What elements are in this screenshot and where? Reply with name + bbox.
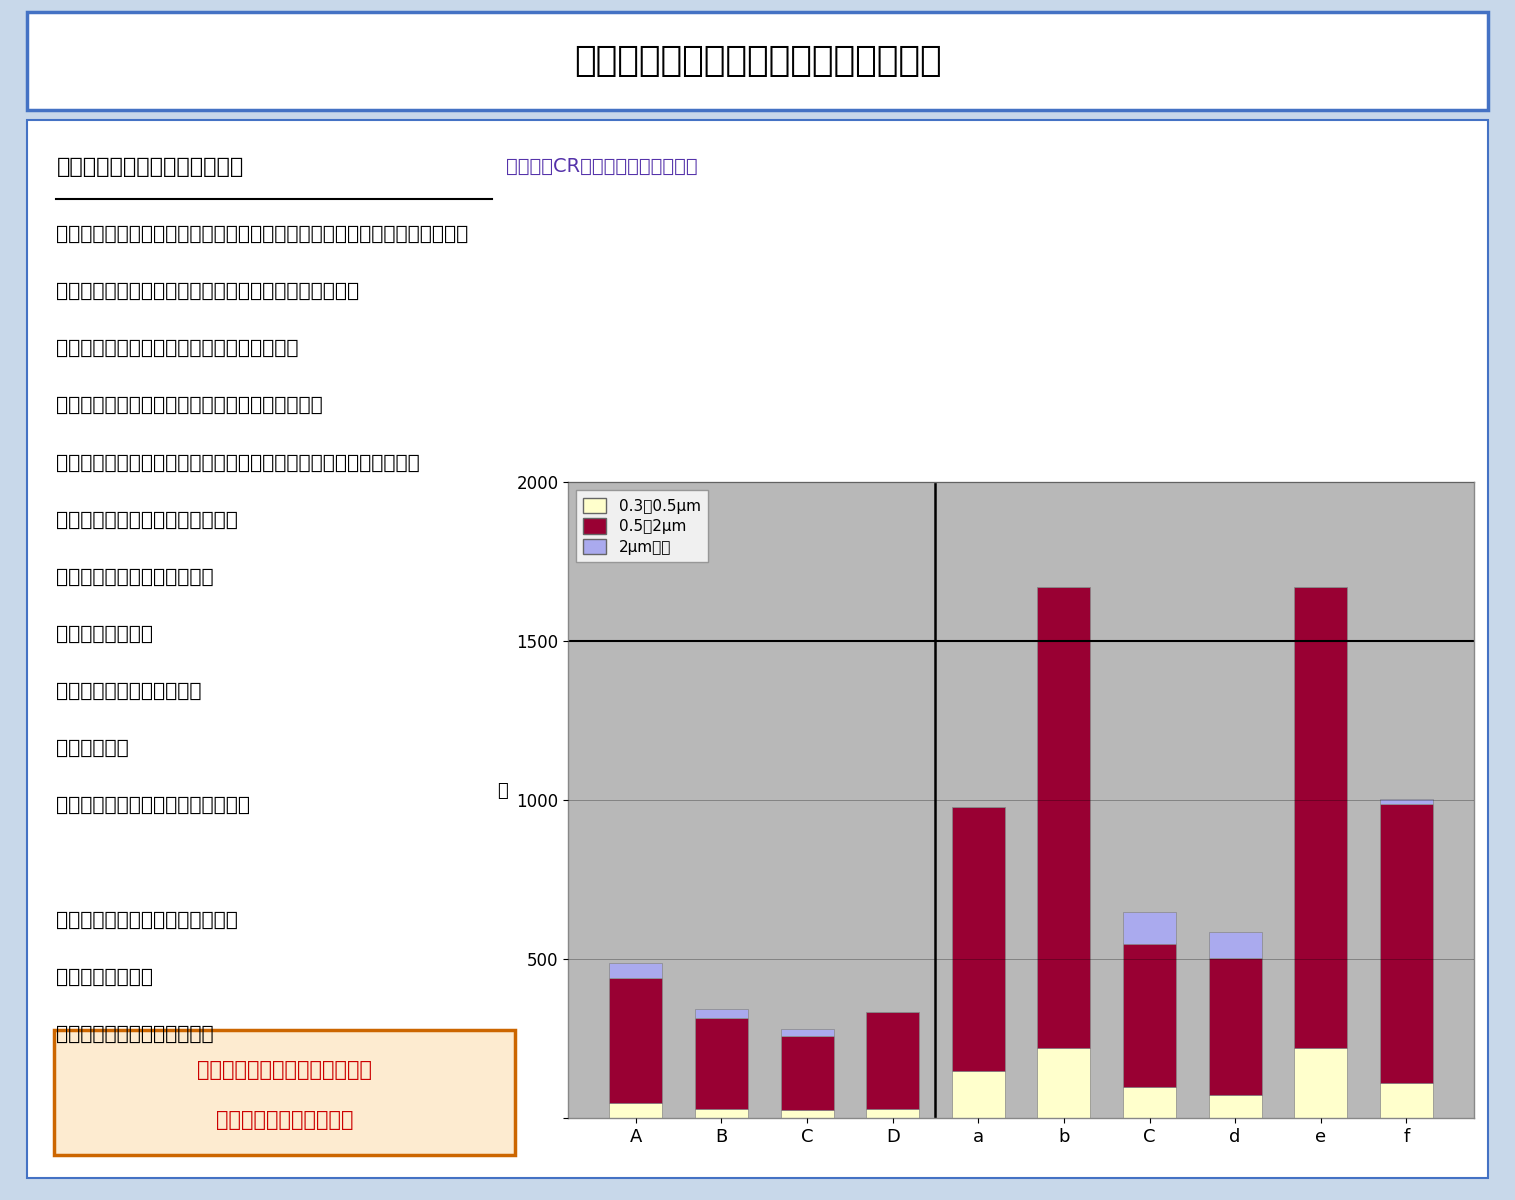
- Bar: [1209, 1094, 1262, 1118]
- Bar: [609, 978, 662, 1103]
- Bar: [1123, 1087, 1176, 1118]
- Text: 正しい着方、管理ルールを守らなくてはなりません。: 正しい着方、管理ルールを守らなくてはなりません。: [56, 282, 359, 301]
- Text: ・破損、ほころび等がある防塵衣は着用しない。: ・破損、ほころび等がある防塵衣は着用しない。: [56, 396, 323, 415]
- Text: クリーニング未実施: クリーニング未実施: [1054, 529, 1176, 548]
- Y-axis label: 個: 個: [497, 782, 508, 800]
- Text: 発塵量比較: 発塵量比較: [56, 739, 129, 758]
- Bar: [1294, 1049, 1347, 1118]
- Bar: [695, 1019, 748, 1109]
- Text: （乱流式CRで使用の防塵衣の例）: （乱流式CRで使用の防塵衣の例）: [506, 157, 698, 176]
- Text: ・安全ピンなどを刺さないこと。: ・安全ピンなどを刺さないこと。: [56, 510, 238, 529]
- Text: クリーニング有無による: クリーニング有無による: [56, 682, 201, 701]
- Bar: [53, 1031, 515, 1156]
- Bar: [1038, 587, 1091, 1049]
- Text: ・着用者は破損の無い防塵衣を着用する事。: ・着用者は破損の無い防塵衣を着用する事。: [56, 340, 298, 358]
- Legend: 0.3～0.5μm, 0.5～2μm, 2μm以上: 0.3～0.5μm, 0.5～2μm, 2μm以上: [576, 490, 708, 563]
- Bar: [867, 1012, 920, 1109]
- Text: クリーニング済み: クリーニング済み: [697, 529, 803, 548]
- Text: 参考：防塵衣のクリーニングについて: 参考：防塵衣のクリーニングについて: [574, 44, 941, 78]
- Text: きちんと出しましょう。: きちんと出しましょう。: [215, 1110, 353, 1130]
- Bar: [780, 1036, 833, 1110]
- Bar: [1294, 587, 1347, 1049]
- Bar: [609, 962, 662, 978]
- Text: （気中パーティクルカウンター）: （気中パーティクルカウンター）: [56, 797, 250, 815]
- Bar: [695, 1109, 748, 1118]
- Text: ルールを守り、クリーニングに: ルールを守り、クリーニングに: [197, 1060, 371, 1080]
- Bar: [867, 1109, 920, 1118]
- Bar: [1038, 1049, 1091, 1118]
- Bar: [1380, 804, 1433, 1084]
- Bar: [609, 1103, 662, 1118]
- Text: 防塵衣の性能を発揮するために: 防塵衣の性能を発揮するために: [56, 157, 244, 178]
- Bar: [951, 806, 1004, 1070]
- Text: 塵埃が漏れる。: 塵埃が漏れる。: [56, 625, 153, 644]
- Bar: [1209, 958, 1262, 1094]
- Text: ・防塵衣の性能を発揮するためには、防塵衣を着る人が正しい知識を持ち、: ・防塵衣の性能を発揮するためには、防塵衣を着る人が正しい知識を持ち、: [56, 224, 468, 244]
- Text: で使用の防塵衣: で使用の防塵衣: [56, 967, 153, 986]
- Bar: [695, 1009, 748, 1019]
- Bar: [1380, 1084, 1433, 1118]
- Bar: [780, 1030, 833, 1036]
- Bar: [1123, 943, 1176, 1087]
- Bar: [1209, 932, 1262, 958]
- Text: ＊塩分（汗）の毛細管現象: ＊塩分（汗）の毛細管現象: [56, 1025, 214, 1044]
- Bar: [780, 1110, 833, 1118]
- Bar: [951, 1070, 1004, 1118]
- Text: ・袖口のゴムが緩んでいたら直すこと。（防塵衣用のゴムを使用）: ・袖口のゴムが緩んでいたら直すこと。（防塵衣用のゴムを使用）: [56, 454, 420, 473]
- Bar: [1380, 799, 1433, 804]
- Text: 発塵量は乱流式クリーンルーム: 発塵量は乱流式クリーンルーム: [56, 911, 238, 930]
- Text: 防塵衣に穴があき、内部の: 防塵衣に穴があき、内部の: [56, 568, 214, 587]
- Bar: [1123, 912, 1176, 943]
